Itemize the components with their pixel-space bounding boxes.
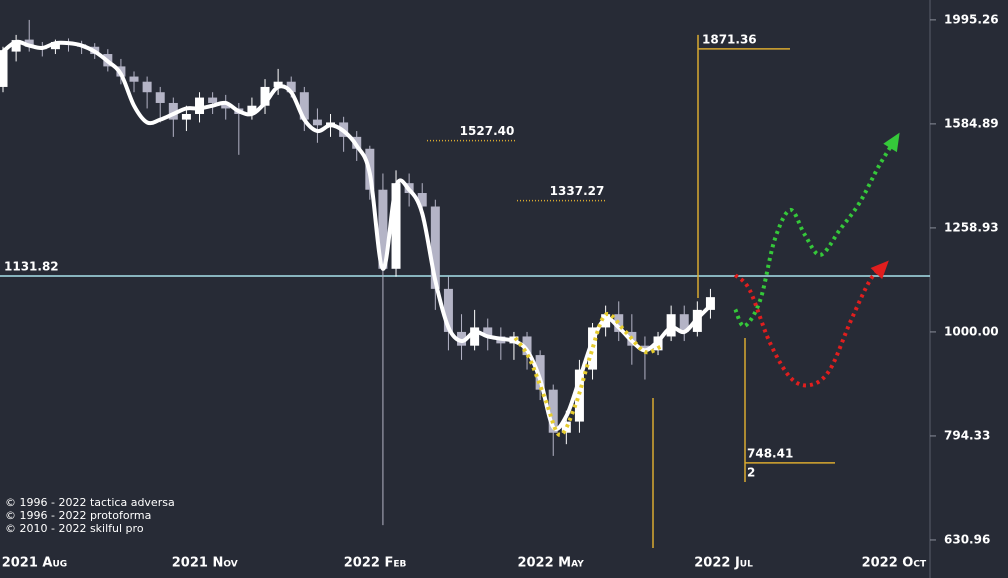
candle-body (168, 102, 178, 120)
candle-body (430, 206, 440, 289)
candle-body (181, 113, 191, 120)
candle-body (470, 327, 480, 346)
candle-body (312, 119, 322, 126)
candle-body (483, 327, 493, 337)
y-tick-label: 1258.93 (944, 220, 999, 234)
candle-body (614, 314, 624, 332)
candle-body (522, 336, 532, 356)
candle-body (208, 97, 218, 103)
projection-arrowhead (870, 260, 889, 280)
x-tick-label: 2021 Aug (2, 556, 67, 571)
candle-body (299, 92, 309, 120)
x-tick-label: 2022 Feb (344, 556, 407, 571)
candle-body (705, 297, 715, 310)
candle-body (195, 97, 205, 114)
candle-body (260, 86, 270, 106)
level-label: 1131.82 (4, 259, 59, 273)
candle-body (286, 81, 296, 93)
candle-body (11, 40, 21, 52)
candle-body (221, 102, 231, 109)
y-tick-label: 1995.26 (944, 12, 999, 26)
candle-body (391, 183, 401, 269)
y-tick-label: 794.33 (944, 428, 990, 442)
y-tick-label: 630.96 (944, 532, 990, 546)
candle-body (548, 389, 558, 433)
projection-line (733, 263, 887, 388)
candle-body (640, 345, 650, 351)
candle-body (142, 81, 152, 93)
copyright-note: © 2010 - 2022 skilful pro (5, 522, 144, 535)
candle-body (666, 314, 676, 337)
level-label: 1527.40 (460, 124, 515, 138)
projection-arrowhead (883, 132, 900, 153)
y-tick-label: 1584.89 (944, 116, 999, 130)
candle-body (273, 81, 283, 87)
candle-body (417, 193, 427, 207)
x-tick-label: 2022 May (517, 556, 584, 571)
level-label: 1871.36 (702, 32, 757, 46)
candle-body (588, 327, 598, 370)
candle-body (679, 314, 689, 332)
projection-line (513, 311, 662, 437)
candle-body (561, 421, 571, 433)
candle-body (457, 331, 467, 346)
candle-body (574, 369, 584, 422)
candle-body (247, 105, 257, 114)
candle-body (0, 50, 8, 87)
candle-body (129, 76, 139, 82)
candle-body (155, 92, 165, 103)
candle-body (535, 355, 545, 390)
level-label: 748.41 (747, 446, 793, 460)
candle-body (378, 189, 388, 269)
x-tick-label: 2022 Jul (694, 556, 753, 571)
projection-line (733, 136, 899, 329)
x-tick-label: 2021 Nov (172, 556, 238, 571)
y-tick-label: 1000.00 (944, 324, 999, 338)
copyright-note: © 1996 - 2022 tactica adversa (5, 496, 175, 509)
copyright-note: © 1996 - 2022 protoforma (5, 509, 151, 522)
trend-line (1, 39, 712, 432)
candle-body (443, 288, 453, 332)
candle-body (24, 39, 34, 47)
x-tick-label: 2022 Oct (862, 556, 927, 571)
level-sublabel: 2 (747, 465, 755, 479)
level-label: 1337.27 (550, 184, 605, 198)
candle-body (50, 41, 60, 50)
